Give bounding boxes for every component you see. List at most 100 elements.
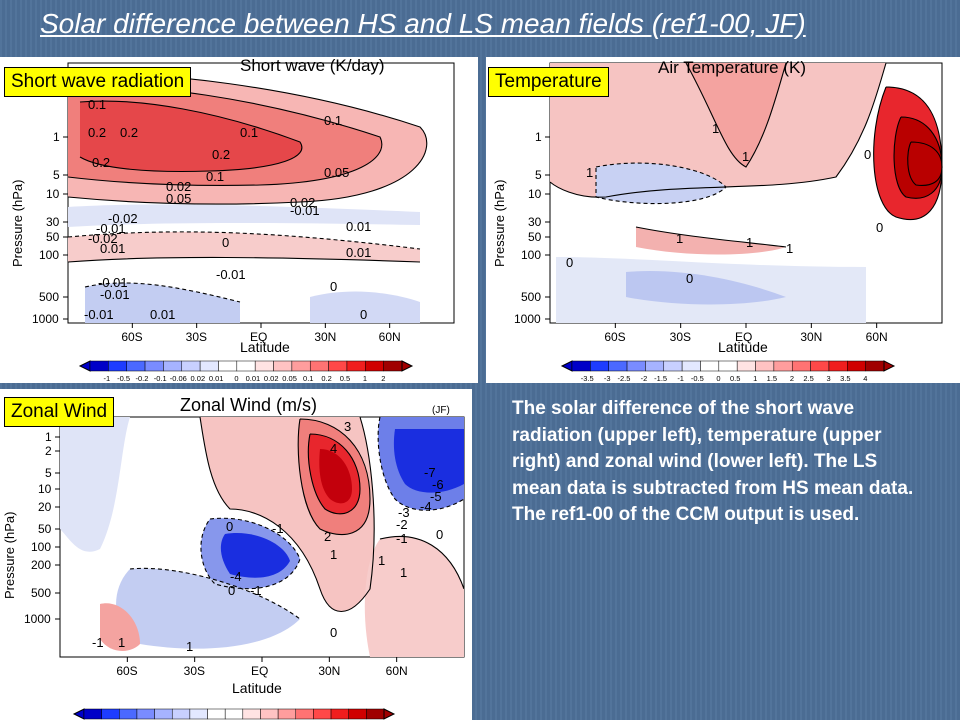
x-tick-label: EQ bbox=[251, 664, 268, 678]
colorbar-segment bbox=[181, 360, 201, 372]
colorbar-segment bbox=[773, 360, 793, 372]
contour-label: 0 bbox=[360, 307, 367, 322]
contour-label: 0.02 bbox=[290, 195, 315, 210]
y-tick-label: 5 bbox=[53, 168, 60, 182]
contour-label: -6 bbox=[432, 477, 444, 492]
colorbar-segment bbox=[348, 708, 367, 720]
contour-label: 1 bbox=[400, 565, 407, 580]
colorbar-tick-label: -0.1 bbox=[154, 374, 167, 383]
colorbar-segment bbox=[847, 360, 866, 372]
contour-label: -0.01 bbox=[216, 267, 246, 282]
colorbar-segment bbox=[313, 708, 332, 720]
shortwave-xlabel: Latitude bbox=[240, 339, 290, 355]
contour-label: 0.2 bbox=[212, 147, 230, 162]
colorbar-segment bbox=[295, 708, 314, 720]
x-tick-label: EQ bbox=[735, 330, 752, 344]
contour-label: 0.1 bbox=[240, 125, 258, 140]
colorbar-tick-label: 0.5 bbox=[730, 374, 740, 383]
colorbar-segment bbox=[189, 708, 208, 720]
colorbar-tick-label: 0.02 bbox=[191, 374, 206, 383]
contour-label: 0.02 bbox=[166, 179, 191, 194]
colorbar-segment bbox=[366, 708, 385, 720]
x-tick-label: 60N bbox=[386, 664, 408, 678]
colorbar-tick-label: 4 bbox=[863, 374, 867, 383]
y-tick-label: 30 bbox=[46, 215, 60, 229]
contour-label: 0.05 bbox=[324, 165, 349, 180]
y-tick-label: 10 bbox=[46, 187, 60, 201]
colorbar-tick-label: 3 bbox=[827, 374, 831, 383]
colorbar-segment bbox=[571, 360, 591, 372]
contour-label: 2 bbox=[324, 529, 331, 544]
colorbar-segment bbox=[681, 360, 701, 372]
x-tick-label: 30N bbox=[800, 330, 822, 344]
contour-label: 1 bbox=[586, 165, 593, 180]
colorbar-segment bbox=[645, 360, 665, 372]
contour-label: 0 bbox=[876, 220, 883, 235]
contour-label: 1 bbox=[712, 121, 719, 136]
temperature-xlabel: Latitude bbox=[718, 339, 768, 355]
colorbar-segment bbox=[199, 360, 219, 372]
colorbar-segment bbox=[383, 360, 403, 372]
colorbar-tick-label: 0.2 bbox=[321, 374, 331, 383]
y-tick-label: 100 bbox=[521, 248, 541, 262]
contour-label: 0.2 bbox=[92, 155, 110, 170]
x-tick-label: 30S bbox=[670, 330, 691, 344]
colorbar-segment bbox=[309, 360, 329, 372]
colorbar-segment bbox=[718, 360, 738, 372]
colorbar-arrow-left bbox=[78, 360, 91, 372]
shortwave-tag: Short wave radiation bbox=[4, 67, 192, 97]
contour-label: -7 bbox=[424, 465, 436, 480]
colorbar-tick-label: -0.5 bbox=[117, 374, 130, 383]
colorbar-segment bbox=[108, 360, 127, 372]
x-tick-label: 30N bbox=[318, 664, 340, 678]
colorbar-tick-label: -0.2 bbox=[135, 374, 148, 383]
colorbar-segment bbox=[663, 360, 683, 372]
contour-label: -1 bbox=[92, 635, 104, 650]
y-tick-label: 5 bbox=[45, 466, 52, 480]
contour-label: 0 bbox=[330, 279, 337, 294]
contour-label: -2 bbox=[396, 517, 408, 532]
y-tick-label: 20 bbox=[38, 500, 52, 514]
colorbar-segment bbox=[83, 708, 102, 720]
contour-label: 0 bbox=[330, 625, 337, 640]
shortwave-ylabel: Pressure (hPa) bbox=[10, 180, 25, 267]
y-tick-label: 1 bbox=[535, 130, 542, 144]
contour-label: 1 bbox=[186, 639, 193, 654]
y-tick-label: 10 bbox=[38, 482, 52, 496]
y-tick-label: 50 bbox=[528, 230, 542, 244]
x-tick-label: 60N bbox=[866, 330, 888, 344]
y-tick-label: 5 bbox=[535, 168, 542, 182]
contour-label: -3 bbox=[398, 505, 410, 520]
zonalwind-ylabel: Pressure (hPa) bbox=[2, 512, 17, 599]
colorbar-segment bbox=[700, 360, 720, 372]
x-tick-label: 60S bbox=[604, 330, 625, 344]
x-tick-label: 60S bbox=[121, 330, 142, 344]
colorbar-tick-label: -1 bbox=[104, 374, 111, 383]
contour-label: -4 bbox=[420, 499, 432, 514]
y-tick-label: 30 bbox=[528, 215, 542, 229]
contour-label: 0.01 bbox=[150, 307, 175, 322]
x-tick-label: EQ bbox=[250, 330, 267, 344]
y-tick-label: 1000 bbox=[24, 612, 51, 626]
colorbar-segment bbox=[254, 360, 274, 372]
colorbar-segment bbox=[346, 360, 366, 372]
zonalwind-xlabel: Latitude bbox=[232, 680, 282, 696]
y-tick-label: 1000 bbox=[32, 312, 59, 326]
zonalwind-tag: Zonal Wind bbox=[4, 397, 115, 427]
colorbar-arrow-left bbox=[560, 360, 573, 372]
contour-label: 1 bbox=[118, 635, 125, 650]
contour-label: -1 bbox=[396, 531, 408, 546]
x-tick-label: 60N bbox=[379, 330, 401, 344]
slide-title: Solar difference between HS and LS mean … bbox=[40, 8, 806, 39]
colorbar-tick-label: -1.5 bbox=[654, 374, 667, 383]
y-tick-label: 100 bbox=[39, 248, 59, 262]
contour-label: -0.02 bbox=[108, 211, 138, 226]
contour-label: -5 bbox=[430, 489, 442, 504]
colorbar-segment bbox=[171, 708, 191, 720]
colorbar-segment bbox=[224, 708, 244, 720]
colorbar-segment bbox=[277, 708, 297, 720]
x-tick-label: 30S bbox=[186, 330, 207, 344]
colorbar-arrow-right bbox=[401, 360, 414, 372]
